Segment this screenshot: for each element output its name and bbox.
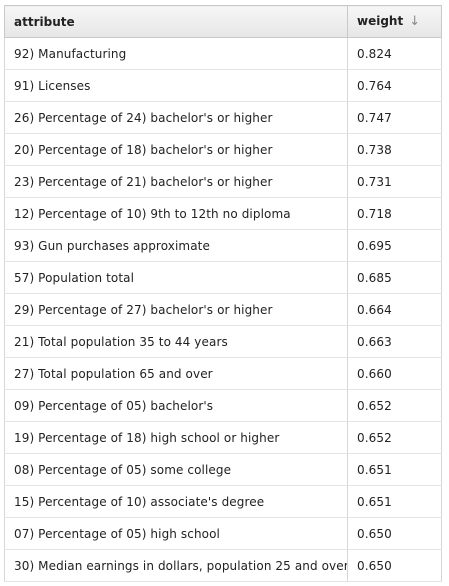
column-header-attribute-label: attribute [14,14,75,29]
weight-cell: 0.685 [347,261,442,294]
attribute-cell: 19) Percentage of 18) high school or hig… [4,421,348,454]
column-header-weight[interactable]: weight ↓ [347,5,442,38]
attribute-cell: 92) Manufacturing [4,37,348,70]
table-body: 92) Manufacturing 0.824 91) Licenses 0.764 2… [4,37,442,582]
attribute-cell: 12) Percentage of 10) 9th to 12th no dip… [4,197,348,230]
weight-cell: 0.738 [347,133,442,166]
attribute-cell: 21) Total population 35 to 44 years [4,325,348,358]
column-header-attribute[interactable]: attribute [4,5,348,38]
table-row[interactable]: 23) Percentage of 21) bachelor's or high… [4,165,442,198]
weight-cell: 0.731 [347,165,442,198]
weight-cell: 0.664 [347,293,442,326]
attribute-cell: 09) Percentage of 05) bachelor's [4,389,348,422]
table-row[interactable]: 26) Percentage of 24) bachelor's or high… [4,101,442,134]
table-row[interactable]: 92) Manufacturing 0.824 [4,37,442,70]
weight-cell: 0.695 [347,229,442,262]
attribute-cell: 26) Percentage of 24) bachelor's or high… [4,101,348,134]
table-row[interactable]: 30) Median earnings in dollars, populati… [4,549,442,582]
weight-cell: 0.663 [347,325,442,358]
table-row[interactable]: 07) Percentage of 05) high school 0.650 [4,517,442,550]
attribute-weights-table-container: attribute weight ↓ 92) Manufacturing 0.824… [4,5,442,582]
table-row[interactable]: 19) Percentage of 18) high school or hig… [4,421,442,454]
attribute-cell: 30) Median earnings in dollars, populati… [4,549,348,582]
attribute-cell: 91) Licenses [4,69,348,102]
attribute-cell: 23) Percentage of 21) bachelor's or high… [4,165,348,198]
table-row[interactable]: 91) Licenses 0.764 [4,69,442,102]
weight-cell: 0.652 [347,389,442,422]
column-header-weight-label: weight [357,14,404,28]
attribute-cell: 15) Percentage of 10) associate's degree [4,485,348,518]
weight-cell: 0.660 [347,357,442,390]
attribute-cell: 57) Population total [4,261,348,294]
arrow-down-icon[interactable]: ↓ [409,14,421,29]
table-header: attribute weight ↓ [4,5,442,38]
attribute-cell: 27) Total population 65 and over [4,357,348,390]
table-row[interactable]: 15) Percentage of 10) associate's degree… [4,485,442,518]
attribute-cell: 93) Gun purchases approximate [4,229,348,262]
weight-cell: 0.718 [347,197,442,230]
attribute-cell: 29) Percentage of 27) bachelor's or high… [4,293,348,326]
table-row[interactable]: 08) Percentage of 05) some college 0.651 [4,453,442,486]
weight-cell: 0.824 [347,37,442,70]
table-row[interactable]: 21) Total population 35 to 44 years 0.663 [4,325,442,358]
attribute-cell: 08) Percentage of 05) some college [4,453,348,486]
table-row[interactable]: 20) Percentage of 18) bachelor's or high… [4,133,442,166]
weight-cell: 0.652 [347,421,442,454]
table-row[interactable]: 93) Gun purchases approximate 0.695 [4,229,442,262]
weight-cell: 0.747 [347,101,442,134]
weight-cell: 0.650 [347,549,442,582]
weight-cell: 0.651 [347,453,442,486]
header-row: attribute weight ↓ [4,5,442,38]
table-row[interactable]: 27) Total population 65 and over 0.660 [4,357,442,390]
table-row[interactable]: 29) Percentage of 27) bachelor's or high… [4,293,442,326]
table-row[interactable]: 12) Percentage of 10) 9th to 12th no dip… [4,197,442,230]
attribute-weights-table: attribute weight ↓ 92) Manufacturing 0.824… [4,5,442,582]
weight-cell: 0.651 [347,485,442,518]
table-row[interactable]: 57) Population total 0.685 [4,261,442,294]
weight-cell: 0.650 [347,517,442,550]
attribute-cell: 07) Percentage of 05) high school [4,517,348,550]
weight-cell: 0.764 [347,69,442,102]
table-row[interactable]: 09) Percentage of 05) bachelor's 0.652 [4,389,442,422]
attribute-cell: 20) Percentage of 18) bachelor's or high… [4,133,348,166]
